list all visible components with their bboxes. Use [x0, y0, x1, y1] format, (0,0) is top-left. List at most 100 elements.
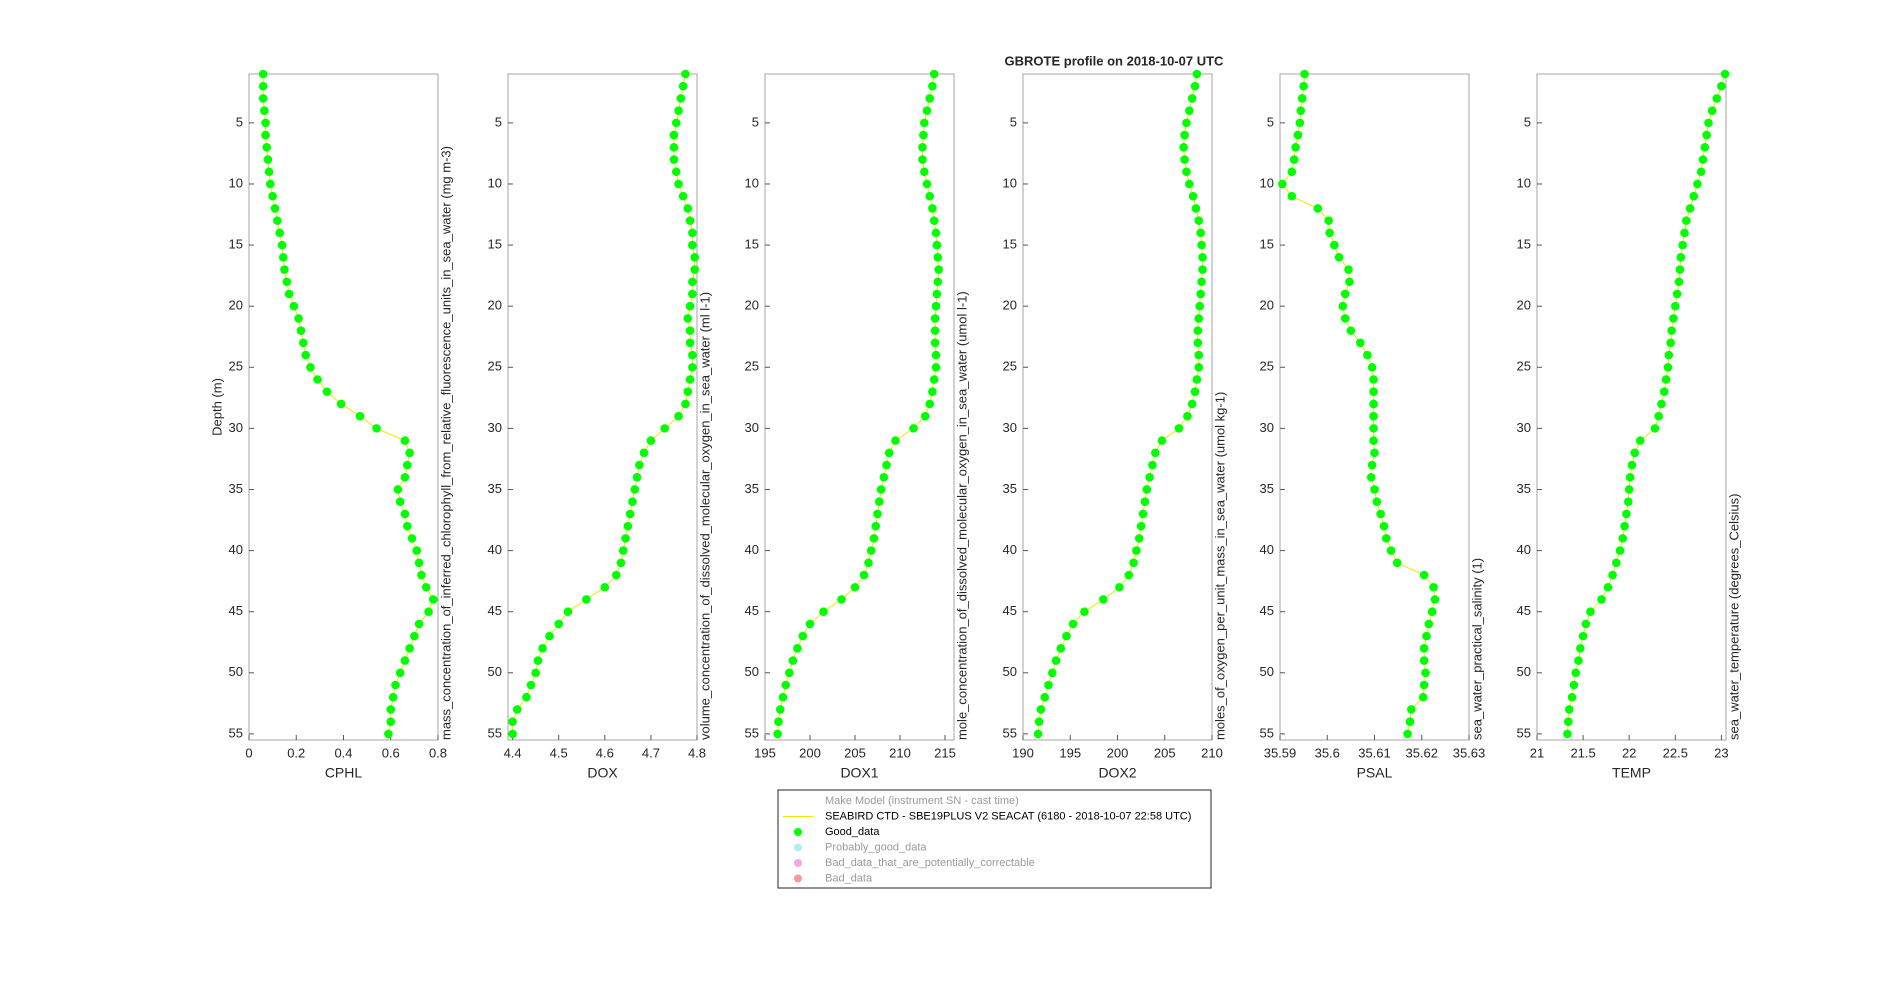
data-point [526, 680, 536, 690]
data-point [260, 106, 269, 115]
data-point [778, 692, 788, 702]
data-point [1424, 619, 1434, 629]
data-point [1179, 143, 1188, 152]
x-tick-label: 210 [889, 745, 911, 760]
data-point [1369, 375, 1378, 384]
data-point [625, 509, 635, 519]
data-point [1698, 155, 1708, 164]
data-point [294, 314, 303, 323]
data-point [545, 631, 554, 641]
data-point [1685, 204, 1695, 213]
data-point [688, 228, 697, 238]
data-point [774, 717, 783, 726]
data-point [1346, 326, 1356, 335]
data-point [402, 460, 412, 470]
x-tick-label: 0 [245, 745, 252, 760]
data-point [819, 607, 828, 616]
y-tick-label: 15 [1260, 237, 1274, 252]
data-point [1197, 240, 1206, 250]
data-point [1188, 191, 1198, 201]
y-tick-label: 30 [745, 420, 759, 435]
x-tick-label: 4.4 [504, 745, 522, 760]
data-point [1569, 680, 1579, 690]
data-point [1608, 570, 1617, 580]
data-point [1367, 460, 1377, 470]
data-point [685, 216, 695, 225]
data-point [871, 521, 880, 531]
x-axis-label: PSAL [1357, 765, 1393, 781]
data-point [400, 472, 410, 482]
data-point [1625, 472, 1635, 482]
y-tick-label: 10 [1003, 175, 1017, 190]
y-tick-label: 55 [229, 725, 243, 740]
data-point [1370, 485, 1379, 494]
data-point [930, 326, 940, 335]
data-point [322, 387, 332, 397]
data-point [402, 521, 412, 531]
data-point [776, 705, 785, 714]
profile-line [1281, 73, 1436, 734]
x-tick-label: 22 [1622, 745, 1636, 760]
data-point [1618, 534, 1628, 543]
data-point [1567, 692, 1577, 702]
data-point [1062, 631, 1071, 641]
data-point [1044, 680, 1053, 690]
data-point [289, 301, 299, 311]
data-point [1405, 717, 1415, 726]
y-tick-label: 45 [1003, 603, 1017, 618]
data-point [1295, 118, 1305, 128]
panel: 195 200 205 210 215 5 10 15 20 25 30 35 40 45 50 55 DOX1… [745, 69, 969, 781]
data-point [690, 253, 699, 262]
data-point [929, 375, 939, 384]
data-point [1145, 472, 1154, 482]
data-point [508, 729, 517, 739]
data-point [1657, 399, 1666, 409]
x-axis-label: CPHL [325, 765, 363, 781]
data-point [618, 546, 628, 555]
data-point [1717, 81, 1726, 91]
data-point [773, 729, 782, 739]
y-tick-label: 10 [1260, 175, 1274, 190]
data-point [1369, 399, 1378, 409]
data-point [1627, 460, 1637, 470]
data-point [412, 546, 422, 555]
data-point [277, 240, 287, 250]
data-point [1194, 350, 1204, 360]
data-point [270, 204, 280, 213]
data-point [1132, 546, 1141, 555]
data-point [263, 155, 273, 164]
data-point [1198, 253, 1207, 262]
data-point [669, 130, 679, 140]
y-tick-label: 55 [1003, 725, 1017, 740]
data-point [1615, 546, 1625, 555]
data-point [660, 424, 670, 433]
data-point [873, 509, 882, 519]
data-point [931, 301, 941, 311]
data-point [1190, 81, 1200, 91]
data-point [683, 314, 693, 323]
data-point [258, 81, 268, 91]
data-point [1297, 94, 1307, 103]
data-point [563, 607, 573, 616]
data-point [1418, 692, 1428, 702]
legend-marker [794, 843, 802, 852]
data-point [275, 228, 285, 238]
data-point [424, 607, 433, 616]
x-tick-label: 35.59 [1264, 745, 1297, 760]
y-tick-label: 35 [1517, 481, 1531, 496]
data-point [268, 191, 277, 201]
data-point [1661, 375, 1671, 384]
data-point [932, 240, 942, 250]
y-tick-label: 5 [1267, 114, 1274, 129]
y-tick-label: 5 [236, 114, 243, 129]
data-point [261, 130, 270, 140]
data-point [1564, 705, 1574, 714]
data-point [805, 619, 815, 629]
data-point [414, 558, 424, 568]
axes-box [1536, 73, 1727, 741]
data-point [931, 350, 941, 360]
data-point [1157, 436, 1167, 445]
data-point [674, 179, 683, 189]
data-point [1140, 497, 1150, 507]
